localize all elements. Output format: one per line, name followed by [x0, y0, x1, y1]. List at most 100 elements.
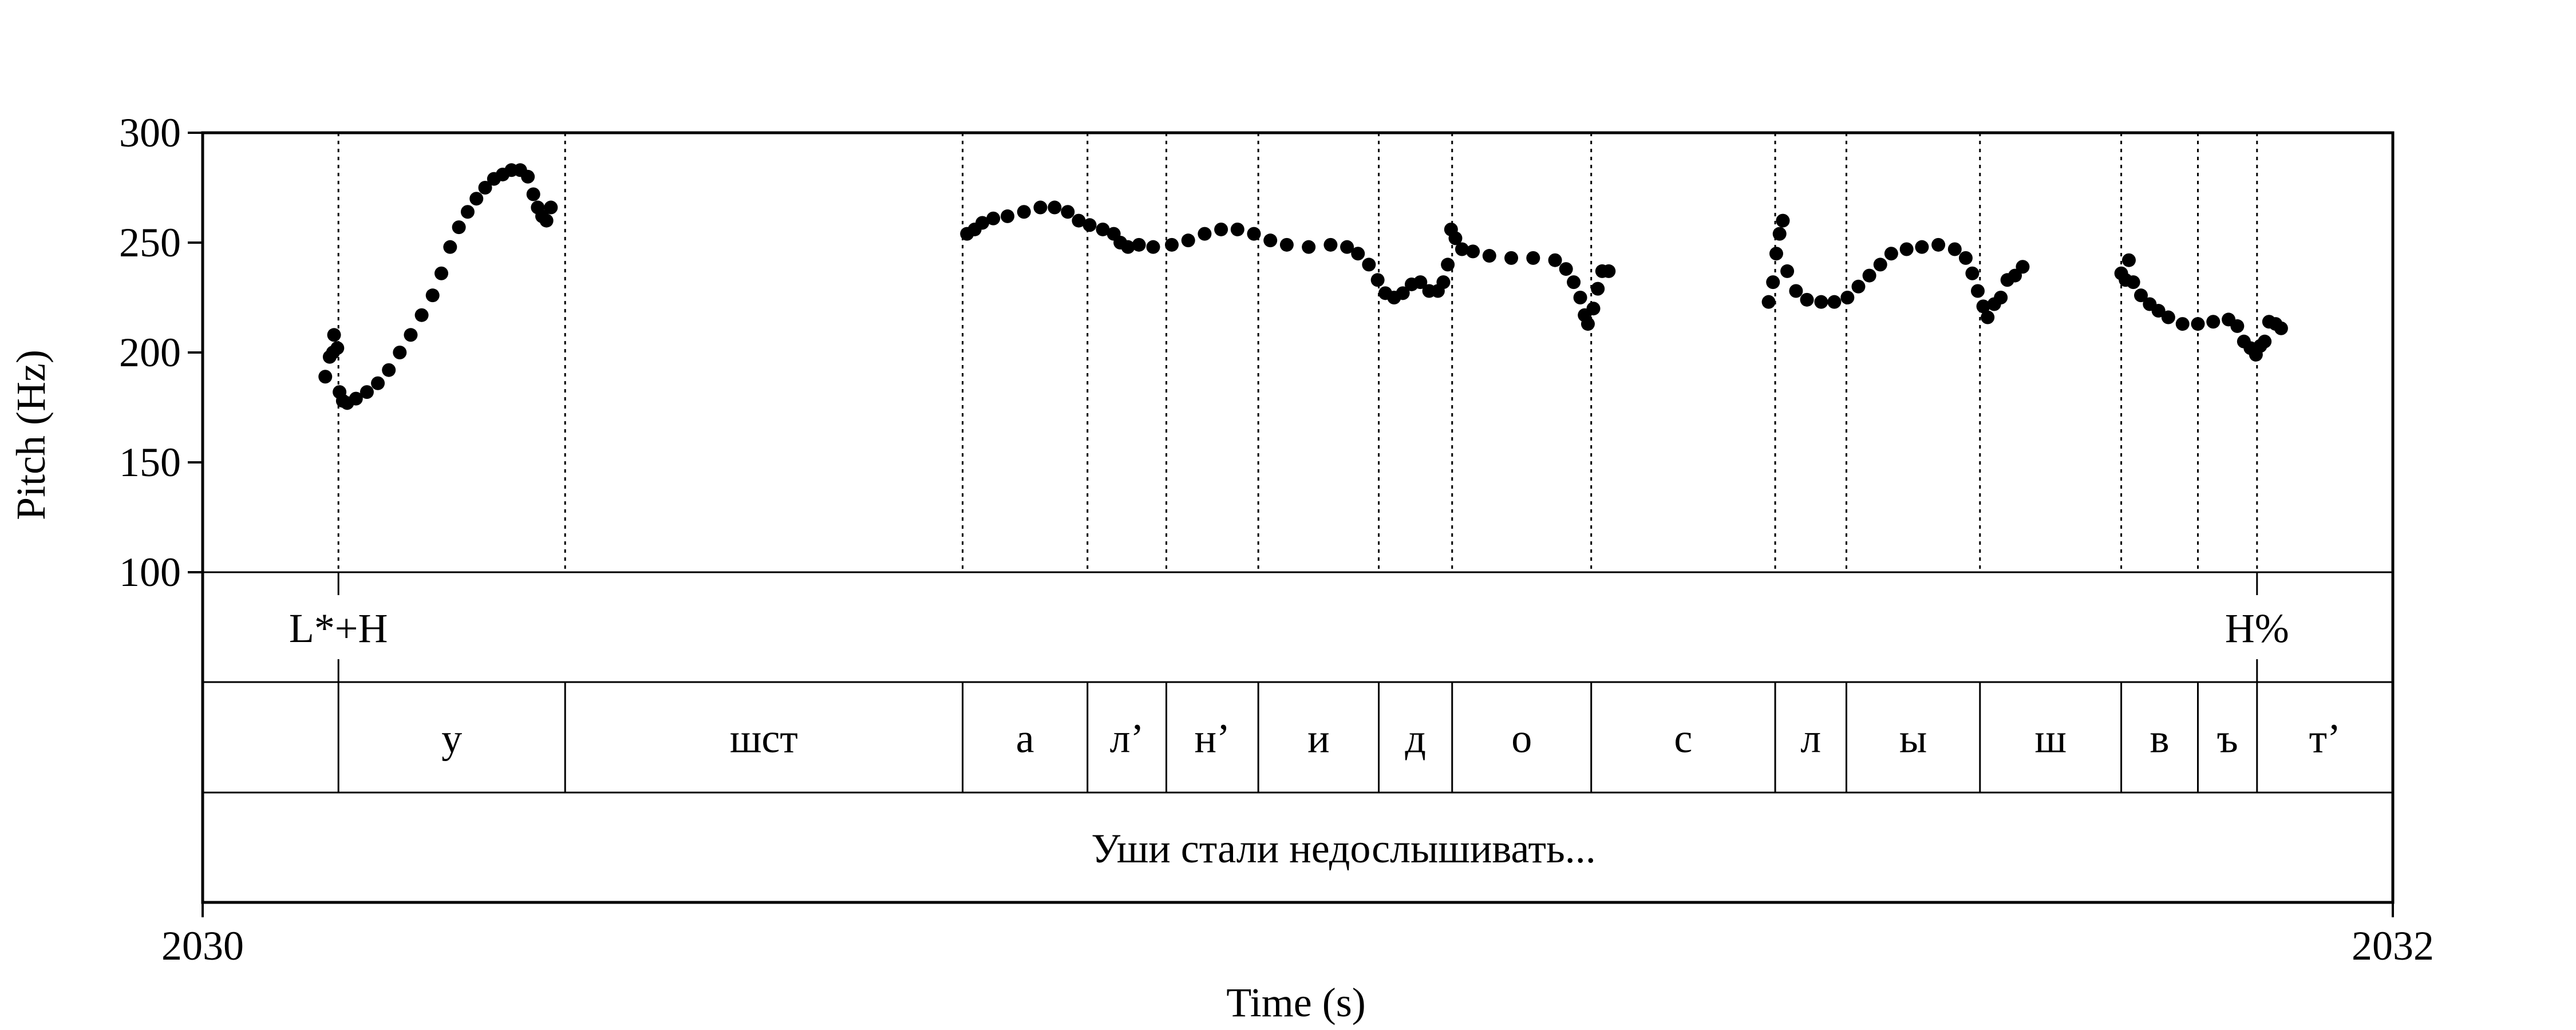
segment-label: л — [1800, 716, 1821, 762]
pitch-point — [1827, 295, 1842, 309]
segment-label: у — [441, 716, 462, 762]
segment-label: ш — [2034, 716, 2066, 762]
x-axis: 2030 2032 — [161, 902, 2434, 969]
segment-label: ъ — [2217, 716, 2238, 762]
pitch-point — [1581, 317, 1595, 331]
pitch-point — [1567, 275, 1581, 290]
pitch-point — [1165, 237, 1179, 252]
pitch-point — [1230, 222, 1244, 236]
plot-frame — [201, 131, 2395, 904]
segment-label: а — [1016, 716, 1034, 762]
pitch-point — [2175, 317, 2190, 331]
pitch-point — [1591, 282, 1605, 296]
pitch-point — [1958, 251, 1973, 265]
pitch-point — [2206, 315, 2221, 329]
pitch-point — [1082, 218, 1097, 232]
tone-label: L*+H — [289, 605, 388, 651]
x-tick-label: 2030 — [161, 923, 244, 969]
pitch-point — [1413, 275, 1428, 290]
pitch-point — [452, 220, 466, 235]
pitch-point — [1482, 249, 1496, 263]
pitch-point — [2258, 334, 2272, 348]
pitch-point — [1862, 268, 1876, 283]
y-tick-label: 150 — [119, 439, 181, 485]
pitch-point — [1548, 253, 1562, 267]
segment-label: с — [1674, 716, 1692, 762]
segment-label: т’ — [2309, 716, 2341, 762]
pitch-point — [1323, 237, 1338, 252]
pitch-point — [434, 266, 449, 280]
pitch-point — [359, 385, 374, 399]
pitch-point — [1302, 240, 1316, 254]
pitch-point — [1761, 295, 1776, 309]
pitch-point — [1559, 262, 1573, 276]
pitch-point — [1780, 264, 1795, 278]
pitch-point — [1602, 264, 1616, 278]
pitch-point — [1017, 205, 1031, 219]
y-axis: 100 150 200 250 300 — [119, 110, 203, 595]
pitch-point — [1214, 222, 1228, 236]
pitch-point — [2161, 310, 2175, 324]
pitch-point — [327, 328, 341, 342]
pitch-point — [1884, 247, 1898, 261]
pitch-point — [443, 240, 457, 254]
pitch-point — [1146, 240, 1160, 254]
pitch-point — [1814, 295, 1828, 309]
pitch-point — [1766, 275, 1780, 290]
pitch-point — [1840, 291, 1855, 304]
pitch-point — [2274, 321, 2288, 335]
pitch-point — [1899, 242, 1914, 256]
pitch-point — [1061, 205, 1075, 219]
pitch-point — [1504, 251, 1519, 265]
pitch-point — [382, 363, 396, 377]
pitch-point — [986, 211, 1001, 225]
pitch-point — [469, 192, 484, 206]
pitch-point — [1769, 247, 1783, 261]
pitch-point — [544, 200, 558, 215]
pitch-point — [1931, 237, 1946, 252]
pitch-point — [975, 216, 990, 230]
pitch-points — [318, 163, 2288, 410]
pitch-point — [1455, 242, 1469, 256]
outer-frame — [201, 131, 2395, 904]
pitch-point — [1033, 200, 1048, 215]
y-tick-label: 200 — [119, 330, 181, 375]
segment-label: о — [1511, 716, 1532, 762]
pitch-point — [2191, 317, 2205, 331]
phrase-label: Уши стали недослышивать... — [1091, 826, 1596, 871]
pitch-point — [330, 341, 345, 355]
pitch-point — [2230, 319, 2245, 333]
y-tick-label: 100 — [119, 549, 181, 595]
pitch-point — [1851, 279, 1866, 294]
pitch-point — [460, 205, 475, 219]
pitch-point — [1198, 227, 1212, 241]
pitch-point — [1448, 231, 1463, 245]
pitch-plot-area — [337, 133, 2258, 572]
pitch-point — [1340, 240, 1354, 254]
pitch-point — [425, 288, 440, 303]
pitch-point — [2126, 275, 2140, 290]
segment-label: н’ — [1195, 716, 1231, 762]
segment-label: и — [1307, 716, 1330, 762]
pitch-point — [1981, 310, 1995, 324]
pitch-point — [1947, 242, 1962, 256]
pitch-point — [1048, 200, 1062, 215]
pitch-point — [414, 308, 429, 322]
pitch-point — [1994, 291, 2008, 304]
pitch-point — [526, 187, 540, 201]
pitch-point — [1121, 240, 1135, 254]
pitch-point — [1181, 233, 1195, 248]
x-axis-title: Time (s) — [1226, 980, 1365, 1025]
segment-label: шст — [730, 716, 798, 762]
pitch-point — [371, 376, 385, 390]
pitch-point — [1965, 266, 1980, 280]
y-tick-label: 250 — [119, 220, 181, 266]
segment-label: л’ — [1110, 716, 1144, 762]
pitch-point — [349, 391, 363, 406]
pitch-point — [1441, 258, 1455, 272]
pitch-point — [318, 370, 333, 384]
tone-label: H% — [2225, 605, 2289, 651]
pitch-point — [1466, 244, 1480, 259]
pitch-point — [1247, 227, 1261, 241]
